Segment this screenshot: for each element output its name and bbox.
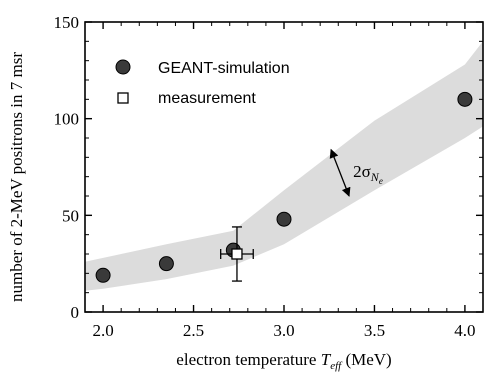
y-axis-label: number of 2-MeV positrons in 7 msr: [7, 52, 26, 302]
plot-frame: [84, 21, 484, 313]
simulation-point: [158, 256, 174, 272]
y-tick-label: 0: [71, 303, 80, 322]
sigma-subscript: N: [370, 170, 380, 184]
annotation-layer: 2σNe: [329, 148, 383, 197]
simulation-point: [276, 211, 292, 227]
sigma-label: 2σNe: [353, 162, 383, 186]
x-axis-ticks: 2.0 2.5 3.0 3.5 4.0: [92, 22, 476, 340]
legend-marker-geant: [115, 59, 131, 75]
legend-marker-measurement: [117, 92, 129, 104]
measurement-marker: [231, 248, 243, 260]
sigma-symbol: 2σ: [353, 162, 371, 181]
uncertainty-band-layer: [85, 41, 483, 291]
legend: GEANT-simulation measurement: [115, 59, 290, 107]
uncertainty-band: [85, 41, 483, 291]
x-axis-label: electron temperature Teff (MeV): [176, 350, 391, 372]
x-tick-label: 3.5: [364, 321, 385, 340]
x-axis-label-prefix: electron temperature: [176, 350, 320, 369]
simulation-point: [95, 267, 111, 283]
y-tick-label: 150: [54, 13, 80, 32]
x-tick-label: 3.0: [273, 321, 294, 340]
y-tick-label: 50: [62, 206, 79, 225]
y-tick-label: 100: [54, 110, 80, 129]
x-axis-label-symbol: T: [321, 350, 332, 369]
x-axis-label-subscript: eff: [330, 360, 343, 372]
x-tick-label: 2.5: [183, 321, 204, 340]
x-tick-label: 2.0: [92, 321, 113, 340]
legend-label-measurement: measurement: [158, 90, 256, 107]
data-points-layer: [95, 91, 473, 283]
x-tick-label: 4.0: [454, 321, 475, 340]
sigma-subsubscript: e: [379, 176, 383, 186]
measurement-point: [220, 226, 254, 282]
x-axis-label-unit: (MeV): [341, 350, 392, 369]
legend-label-geant: GEANT-simulation: [158, 60, 290, 77]
simulation-point: [457, 91, 473, 107]
sigma-arrow: [329, 148, 351, 197]
